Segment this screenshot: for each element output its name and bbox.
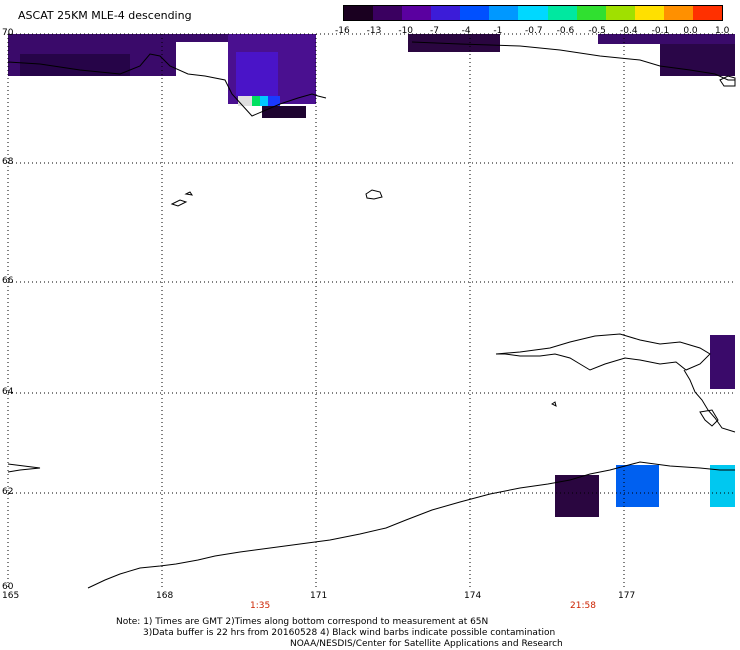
longitude-label: 165 — [2, 591, 20, 601]
swath-s2 — [616, 465, 659, 507]
time-label-2: 21:58 — [570, 601, 596, 611]
colorbar-segment — [344, 6, 374, 20]
time-label-1: 1:35 — [250, 601, 271, 611]
island-small-2 — [184, 191, 194, 196]
island-small-1 — [170, 199, 188, 207]
colorbar-tick-label: 0.0 — [683, 26, 698, 36]
colorbar-tick-label: -7 — [430, 26, 439, 36]
colorbar-segment — [373, 6, 403, 20]
note-line-1: Note: 1) Times are GMT 2)Times along bot… — [116, 617, 489, 627]
colorbar-segment — [634, 6, 664, 20]
island-nunivak — [551, 401, 557, 407]
map-title: ASCAT 25KM MLE-4 descending — [18, 9, 192, 22]
colorbar-tick-label: -0.7 — [525, 26, 543, 36]
latitude-label: 70 — [2, 28, 14, 38]
swath-n2-blue — [236, 52, 278, 96]
latitude-label: 66 — [2, 276, 14, 286]
colorbar-segment — [518, 6, 548, 20]
colorbar-tick-label: -1 — [493, 26, 503, 36]
swath-s3 — [710, 465, 735, 507]
data-swaths — [8, 34, 735, 517]
colorbar-segment — [489, 6, 519, 20]
colorbar-segment — [547, 6, 577, 20]
longitude-label: 168 — [156, 591, 174, 601]
swath-cell-cyan — [260, 96, 268, 106]
colorbar-segment — [663, 6, 693, 20]
colorbar-segment — [431, 6, 461, 20]
colorbar-tick-label: -10 — [398, 26, 414, 36]
swath-n3 — [408, 34, 500, 52]
colorbar-segment — [576, 6, 606, 20]
swath-nw-dark — [20, 54, 130, 76]
latitude-label: 60 — [2, 582, 14, 592]
swath-ne — [660, 44, 735, 76]
colorbar-segment — [605, 6, 635, 20]
colorbar-segment — [402, 6, 432, 20]
coast-ak-west — [683, 369, 736, 433]
swath-n4 — [598, 34, 735, 44]
graticule — [7, 33, 735, 588]
coast-anadyr — [87, 461, 735, 589]
colorbar-segment — [460, 6, 490, 20]
swath-cell-dark — [262, 106, 306, 118]
colorbar-segment — [692, 6, 723, 20]
coast-north-alaska — [411, 41, 735, 81]
coast-chukotka-south — [7, 463, 41, 473]
colorbar-tick-label: -0.4 — [620, 26, 638, 36]
longitude-label: 171 — [310, 591, 328, 601]
latitude-label: 64 — [2, 387, 14, 397]
colorbar-tick-label: -4 — [461, 26, 471, 36]
latitude-label: 62 — [2, 487, 14, 497]
island-stlawrence — [365, 189, 383, 200]
island-north-1 — [719, 75, 736, 87]
coast-north-chukotka — [7, 53, 327, 117]
colorbar — [343, 5, 723, 21]
longitude-label: 174 — [464, 591, 482, 601]
longitude-label: 177 — [618, 591, 636, 601]
colorbar-tick-label: -0.1 — [651, 26, 670, 36]
swath-e1 — [710, 335, 735, 389]
coastlines — [7, 41, 736, 589]
coast-ak-south — [699, 409, 719, 427]
note-line-3: NOAA/NESDIS/Center for Satellite Applica… — [290, 639, 563, 649]
swath-n1 — [176, 34, 228, 42]
swath-cell-green — [252, 96, 260, 106]
colorbar-tick-label: 1.0 — [715, 26, 730, 36]
colorbar-tick-label: -16 — [335, 26, 350, 36]
colorbar-tick-label: -13 — [366, 26, 382, 36]
colorbar-tick-label: -0.6 — [556, 26, 575, 36]
swath-s1 — [555, 475, 599, 517]
note-line-2: 3)Data buffer is 22 hrs from 20160528 4)… — [143, 628, 556, 638]
latitude-label: 68 — [2, 157, 14, 167]
coast-seward — [495, 333, 711, 371]
swath-cell-blue — [268, 96, 280, 106]
swath-cell-white — [238, 96, 252, 106]
colorbar-tick-label: -0.5 — [588, 26, 606, 36]
